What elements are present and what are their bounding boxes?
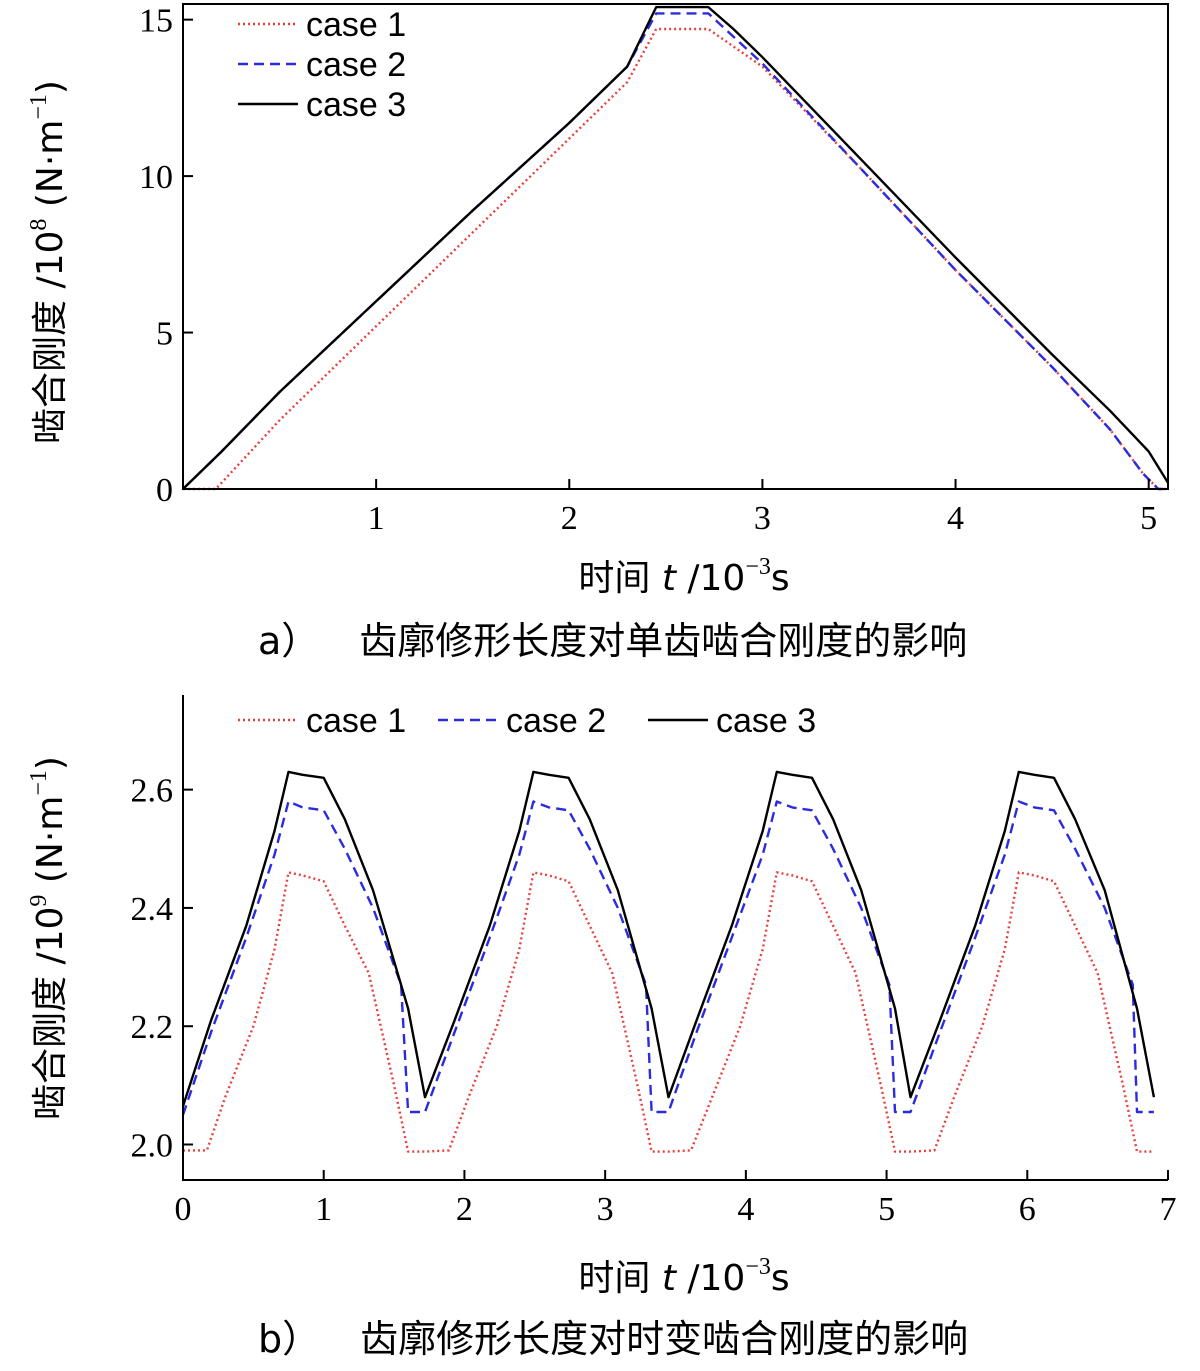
chart-a-series-line-2 [182, 5, 1170, 490]
chart-a-x-tick-label-0: 1 [368, 500, 385, 537]
chart-b-ylabel-unit-post: ) [30, 756, 71, 770]
chart-a-series-line-0 [183, 27, 1168, 491]
chart-a-legend-label-1: case 2 [306, 46, 406, 84]
chart-a-series-line-1 [182, 12, 1168, 491]
chart-b-ylabel-exp1: 9 [26, 895, 52, 907]
chart-a-y-tick-label-0: 0 [156, 472, 173, 509]
chart-b-x-tick-label-4: 4 [737, 1191, 754, 1228]
chart-b-x-tick-label-7: 7 [1160, 1191, 1177, 1228]
chart-b-x-axis-label: 时间 t /10−3s [578, 1254, 789, 1299]
chart-a-ylabel-exp2: −1 [26, 94, 52, 120]
chart-b-x-tick-label-0: 0 [175, 1191, 192, 1228]
chart-b-xlabel-var: t [662, 1258, 678, 1299]
chart-b-y-tick-label-1: 2.2 [131, 1009, 174, 1046]
chart-b-x-tick-label-2: 2 [456, 1191, 473, 1228]
chart-a-legend-label-2: case 3 [306, 86, 406, 124]
chart-b-legend-label-2: case 3 [716, 702, 816, 740]
chart-a-x-tick-label-2: 3 [754, 500, 771, 537]
chart-a-x-axis-label: 时间 t /10−3s [578, 554, 789, 599]
chart-a-xlabel-unit: /10 [676, 558, 745, 599]
chart-b-y-tick-label-2: 2.4 [131, 891, 174, 928]
chart-a-ylabel-unit-post: ) [30, 80, 71, 94]
chart-a-caption: a） 齿廓修形长度对单齿啮合刚度的影响 [258, 619, 967, 663]
chart-a-y-tick-label-1: 5 [156, 316, 173, 353]
chart-a-plot-frame [182, 3, 1169, 490]
chart-b-axes [182, 695, 1168, 1181]
chart-b-ylabel-prefix: 啮合刚度 /10 [30, 907, 71, 1120]
chart-b-caption-text: 齿廓修形长度对时变啮合刚度的影响 [360, 1317, 968, 1361]
chart-a-xlabel-unit-post: s [771, 558, 790, 599]
chart-a-x-tick-label-1: 2 [561, 500, 578, 537]
chart-b-ylabel-unit: (N·m [30, 796, 71, 895]
chart-a-series [182, 5, 1170, 491]
chart-a-ylabel-unit: (N·m [30, 120, 71, 219]
chart-a-y-axis-label: 啮合刚度 /108 (N·m−1) [26, 80, 71, 444]
chart-b-ticks: 0 1 2 3 4 5 6 7 2.0 2.2 2.4 2.6 [131, 773, 1177, 1228]
chart-a-caption-text: 齿廓修形长度对单齿啮合刚度的影响 [359, 619, 967, 663]
chart-b-x-tick-label-6: 6 [1019, 1191, 1036, 1228]
chart-b-ylabel-exp2: −1 [26, 770, 52, 796]
chart-b-series [181, 770, 1156, 1153]
chart-b: 0 1 2 3 4 5 6 72.02.22.42.6 case 1 case 2 case 3 … [26, 695, 1177, 1361]
chart-a-caption-label: a） [258, 619, 319, 663]
chart-b-caption-label: b） [258, 1317, 320, 1361]
chart-b-legend-label-1: case 2 [506, 702, 606, 740]
chart-b-series-line-1 [181, 800, 1154, 1116]
chart-a-ylabel-prefix: 啮合刚度 /10 [30, 231, 71, 444]
chart-a-xlabel-exp: −3 [745, 554, 771, 580]
chart-b-y-tick-label-3: 2.6 [131, 773, 174, 810]
chart-b-xlabel-prefix: 时间 [578, 1258, 661, 1299]
chart-b-legend-label-0: case 1 [306, 702, 406, 740]
chart-a-ticks: 1 2 3 4 5 0 5 10 15 [139, 3, 1157, 537]
chart-b-series-line-2 [181, 770, 1156, 1107]
chart-b-y-tick-label-0: 2.0 [131, 1128, 174, 1165]
chart-a-xlabel-var: t [662, 558, 678, 599]
chart-b-xlabel-unit: /10 [676, 1258, 745, 1299]
chart-a-y-tick-label-2: 10 [139, 159, 173, 196]
chart-b-caption: b） 齿廓修形长度对时变啮合刚度的影响 [258, 1317, 968, 1361]
chart-b-series-line-0 [183, 871, 1154, 1153]
chart-b-x-tick-label-3: 3 [597, 1191, 614, 1228]
chart-b-legend: case 1 case 2 case 3 [238, 702, 816, 740]
chart-a-x-tick-label-4: 5 [1140, 500, 1157, 537]
chart-b-xlabel-exp: −3 [745, 1254, 771, 1280]
chart-b-y-axis-label: 啮合刚度 /109 (N·m−1) [26, 756, 71, 1120]
chart-a-xlabel-prefix: 时间 [578, 558, 661, 599]
chart-a-legend-label-0: case 1 [306, 6, 406, 44]
chart-b-x-tick-label-5: 5 [878, 1191, 895, 1228]
chart-a-y-tick-label-3: 15 [139, 3, 173, 40]
chart-a-x-tick-label-3: 4 [947, 500, 964, 537]
chart-b-xlabel-unit-post: s [771, 1258, 790, 1299]
chart-b-x-tick-label-1: 1 [315, 1191, 332, 1228]
chart-a-ylabel-exp1: 8 [26, 219, 52, 231]
